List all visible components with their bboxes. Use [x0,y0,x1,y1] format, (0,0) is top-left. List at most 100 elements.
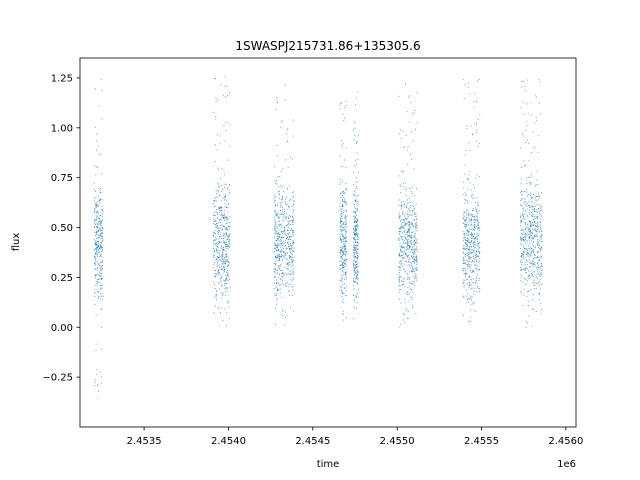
data-point [214,205,216,208]
data-point [525,268,527,270]
data-point [471,217,473,219]
data-point [532,308,534,310]
data-point [470,304,472,306]
data-point [291,274,293,276]
data-point [273,230,275,232]
data-point [345,265,348,267]
data-point [94,288,96,290]
data-point [354,272,356,274]
data-point [401,237,403,239]
data-point [345,247,347,249]
data-point [472,245,474,247]
data-point [413,280,415,283]
data-point [227,244,229,247]
data-point [408,96,410,98]
data-point [469,233,472,235]
data-point [466,234,468,236]
data-point [98,227,100,229]
data-point [215,258,217,261]
data-point [463,211,465,214]
data-point [472,252,474,254]
data-point [340,286,342,288]
data-point [220,285,222,287]
data-point [216,149,218,151]
data-point [464,241,466,243]
data-point [355,241,357,243]
data-point [218,183,220,185]
data-point [537,199,539,201]
data-point [218,264,220,266]
data-point [473,226,475,228]
data-point [535,195,537,198]
data-point [470,218,472,221]
data-point [93,255,95,257]
data-point [404,301,406,303]
data-point [218,252,220,254]
data-point [279,259,281,261]
data-point [273,288,276,290]
data-point [533,251,535,253]
data-point [97,187,99,189]
data-point [354,267,356,269]
data-point [464,249,466,251]
data-point [533,279,535,282]
data-point [465,289,467,291]
data-point [342,239,344,241]
data-point [531,264,534,266]
data-point [354,217,356,219]
data-point [522,254,524,256]
data-point [472,261,474,263]
data-point [293,272,295,274]
data-point [468,275,470,277]
data-point [292,232,294,234]
data-point [93,263,95,265]
data-point [220,210,222,212]
data-point [98,205,100,207]
data-point [94,204,97,206]
data-point [96,222,98,224]
data-point [96,227,98,229]
data-point [286,212,288,214]
data-point [277,101,279,104]
data-point [354,134,356,136]
data-point [470,297,472,299]
data-point [228,91,230,93]
data-point [479,250,481,252]
data-point [400,228,402,230]
data-point [533,208,535,210]
data-point [94,208,96,210]
data-point [292,268,294,270]
data-point [353,233,356,236]
data-point [340,226,342,228]
data-point [96,230,98,232]
data-point [467,265,469,267]
data-point [94,223,96,225]
data-point [466,231,468,233]
data-point [530,101,532,103]
data-point [342,298,344,300]
data-point [520,216,522,218]
data-point [398,279,400,281]
data-point [523,160,525,162]
data-point [409,240,412,242]
data-point [470,288,472,290]
data-point [293,218,295,220]
data-point [287,290,289,292]
data-point [345,100,347,103]
data-point [412,275,414,277]
data-point [405,254,407,257]
data-point [278,231,280,233]
data-point [521,218,523,221]
data-point [411,249,413,251]
data-point [535,282,537,284]
data-point [288,264,290,266]
data-point [97,224,99,226]
data-point [229,183,231,185]
data-point [345,273,347,275]
data-point [357,238,359,240]
data-point [286,224,288,226]
data-point [222,197,224,199]
data-point [467,261,469,263]
data-point [292,209,294,211]
data-point [216,294,218,296]
